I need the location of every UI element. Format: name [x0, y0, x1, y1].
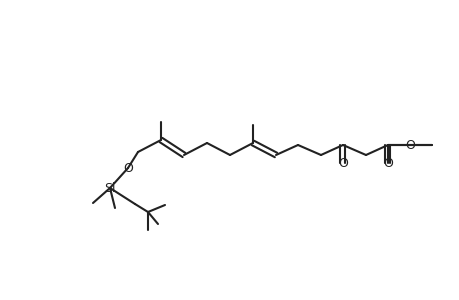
Text: O: O [337, 157, 347, 169]
Text: O: O [382, 157, 392, 169]
Text: O: O [123, 161, 133, 175]
Text: O: O [404, 139, 414, 152]
Text: Si: Si [104, 182, 116, 194]
